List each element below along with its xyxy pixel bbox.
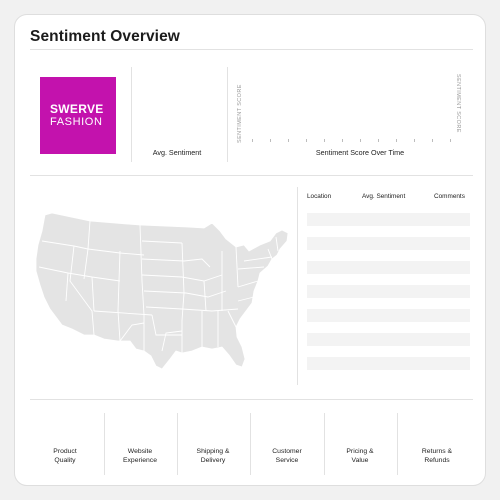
- category-label-line2: Service: [275, 457, 299, 464]
- table-row[interactable]: [307, 285, 470, 298]
- trend-chart-title: Sentiment Score Over Time: [315, 148, 405, 157]
- category-label-line1: Customer: [272, 448, 302, 455]
- category-divider: [324, 413, 325, 475]
- table-row[interactable]: [307, 261, 470, 274]
- x-tick: [450, 139, 451, 142]
- x-tick: [252, 139, 253, 142]
- category-label-line1: Website: [127, 448, 153, 455]
- map-landmass: [35, 212, 289, 370]
- brand-logo: SWERVE FASHION: [40, 77, 116, 154]
- table-row[interactable]: [307, 309, 470, 322]
- header-divider: [30, 49, 473, 50]
- x-tick: [414, 139, 415, 142]
- table-row[interactable]: [307, 237, 470, 250]
- x-tick: [342, 139, 343, 142]
- x-tick: [378, 139, 379, 142]
- table-row[interactable]: [307, 357, 470, 370]
- category-divider: [104, 413, 105, 475]
- category-product-quality[interactable]: Product Quality: [34, 447, 96, 465]
- column-header-avg-sentiment[interactable]: Avg. Sentiment: [362, 193, 406, 200]
- x-tick: [324, 139, 325, 142]
- category-divider: [397, 413, 398, 475]
- table-row[interactable]: [307, 333, 470, 346]
- category-shipping-delivery[interactable]: Shipping & Delivery: [181, 447, 245, 465]
- category-label-line2: Refunds: [424, 457, 450, 464]
- category-label-line1: Shipping &: [196, 448, 230, 455]
- section-divider-2: [30, 399, 473, 400]
- category-divider: [250, 413, 251, 475]
- category-website-experience[interactable]: Website Experience: [108, 447, 172, 465]
- category-label-line2: Value: [351, 457, 369, 464]
- us-sentiment-map[interactable]: [32, 211, 290, 371]
- x-tick: [360, 139, 361, 142]
- avg-sentiment-label: Avg. Sentiment: [152, 148, 202, 157]
- category-label-line1: Pricing &: [346, 448, 374, 455]
- category-divider: [177, 413, 178, 475]
- section-divider-1: [30, 175, 473, 176]
- category-label-line2: Experience: [122, 457, 157, 464]
- x-tick: [288, 139, 289, 142]
- category-customer-service[interactable]: Customer Service: [255, 447, 319, 465]
- x-tick: [396, 139, 397, 142]
- column-header-location[interactable]: Location: [307, 193, 332, 200]
- map-table-divider: [297, 187, 298, 385]
- page-title: Sentiment Overview: [30, 28, 180, 45]
- category-label-line2: Delivery: [200, 457, 226, 464]
- kpi-divider-left: [131, 67, 132, 162]
- chart-left-axis-label: SENTIMENT SCORE: [237, 84, 243, 143]
- category-pricing-value[interactable]: Pricing & Value: [328, 447, 392, 465]
- category-returns-refunds[interactable]: Returns & Refunds: [403, 447, 471, 465]
- category-label-line1: Product: [53, 448, 77, 455]
- kpi-divider-right: [227, 67, 228, 162]
- logo-line-2: FASHION: [50, 116, 103, 128]
- chart-right-axis-label: SENTIMENT SCORE: [455, 74, 461, 133]
- column-header-comments[interactable]: Comments: [434, 193, 465, 200]
- x-tick: [270, 139, 271, 142]
- x-tick: [432, 139, 433, 142]
- state-borders: [38, 220, 279, 353]
- category-label-line2: Quality: [54, 457, 76, 464]
- table-row[interactable]: [307, 213, 470, 226]
- x-tick: [306, 139, 307, 142]
- category-label-line1: Returns &: [421, 448, 453, 455]
- dashboard-card: Sentiment Overview SWERVE FASHION Avg. S…: [14, 14, 486, 486]
- logo-line-1: SWERVE: [50, 102, 104, 116]
